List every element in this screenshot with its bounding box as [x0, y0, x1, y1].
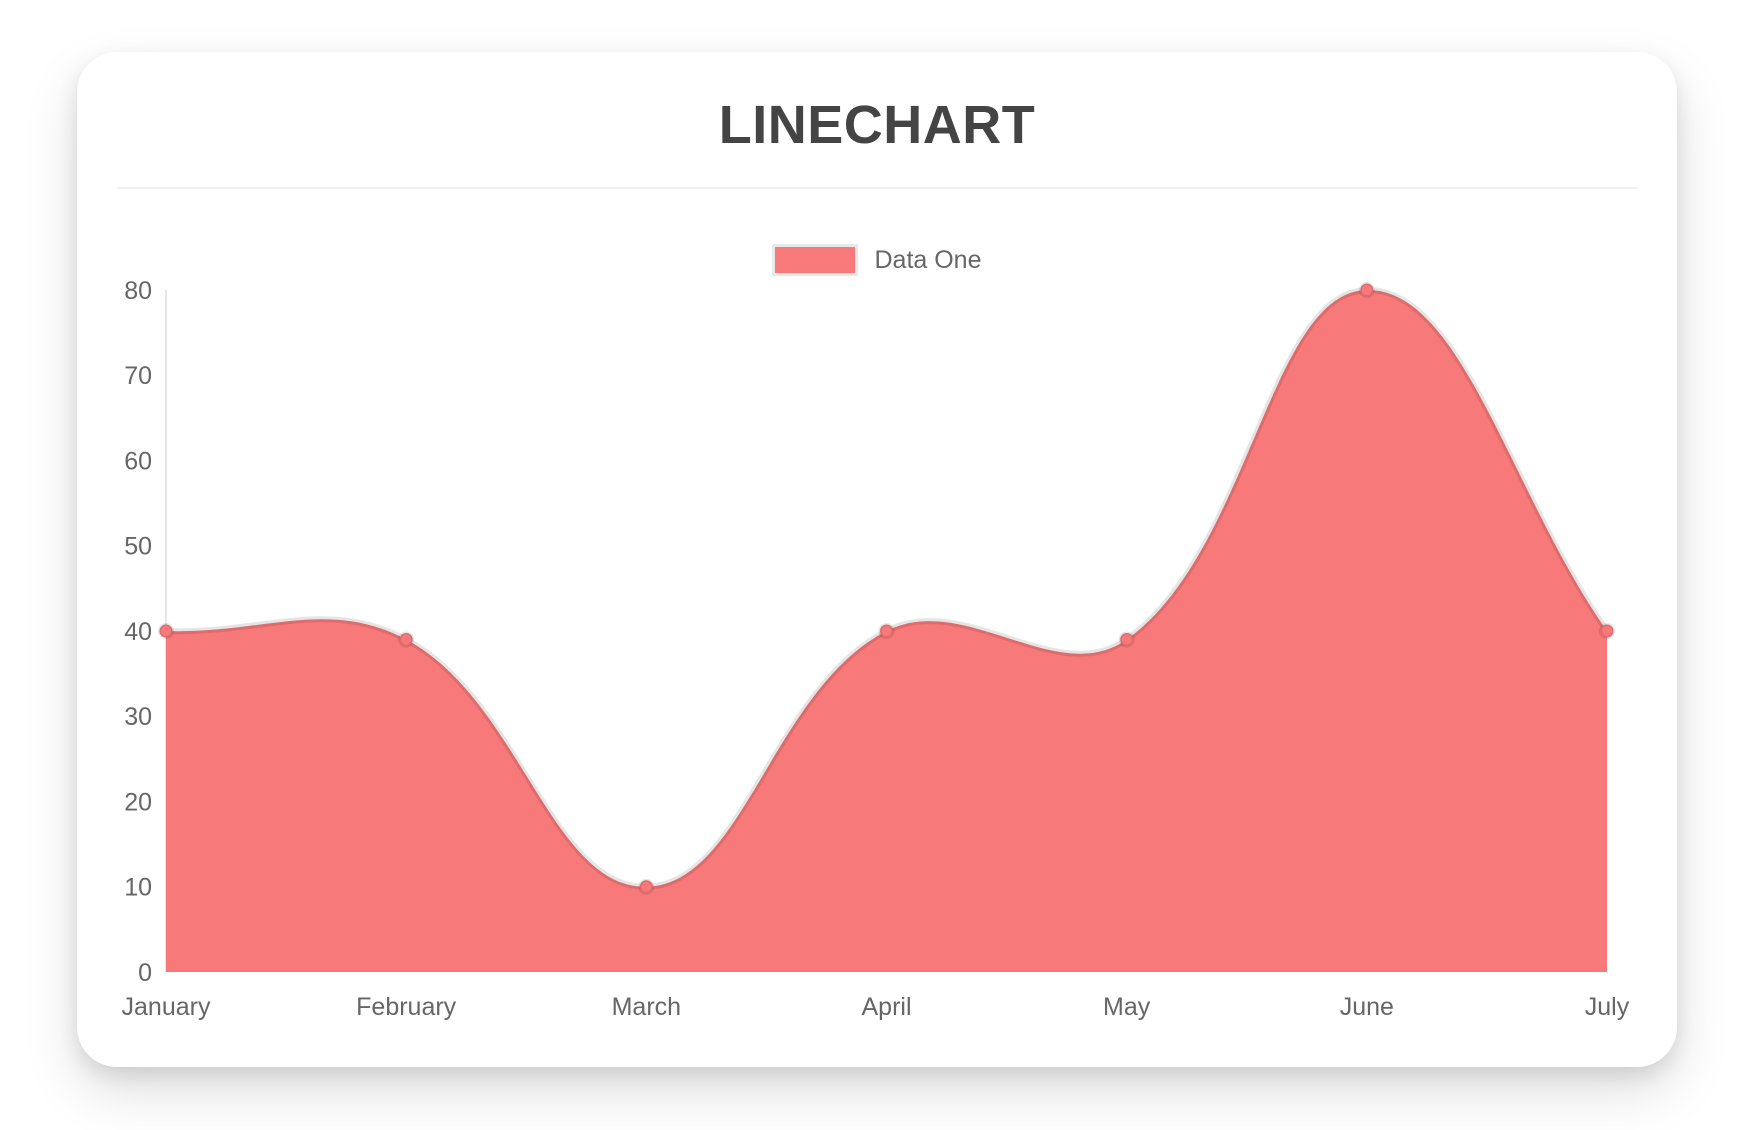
x-axis-label: January: [122, 993, 211, 1021]
legend[interactable]: Data One: [77, 244, 1677, 276]
x-axis-label: March: [612, 993, 681, 1021]
y-tick-label: 20: [124, 788, 152, 816]
data-point[interactable]: [1599, 623, 1615, 639]
x-axis-label: June: [1340, 993, 1394, 1021]
line-path: [163, 286, 1610, 890]
y-tick-label: 50: [124, 533, 152, 561]
title-divider: [117, 187, 1637, 189]
data-point[interactable]: [1358, 282, 1375, 298]
y-tick-label: 60: [124, 447, 152, 475]
y-tick-label: 10: [124, 874, 152, 902]
data-point[interactable]: [158, 623, 174, 639]
chart-card: LINECHART Data One 0 10 20 30 40 50 60 70 80 Janu…: [77, 52, 1677, 1067]
y-tick-label: 70: [124, 362, 152, 390]
x-axis-label: May: [1103, 993, 1151, 1021]
area-fill: [166, 289, 1607, 972]
chart-title: LINECHART: [718, 95, 1036, 155]
x-axis-label: July: [1585, 993, 1630, 1021]
data-point[interactable]: [1118, 631, 1135, 648]
line-chart-canvas[interactable]: 0 10 20 30 40 50 60 70 80 January February March Apr…: [77, 52, 1677, 1067]
y-tick-label: 30: [124, 703, 152, 731]
legend-label: Data One: [874, 245, 982, 274]
x-axis-label: February: [356, 993, 457, 1021]
y-tick-label: 40: [124, 618, 152, 646]
data-point[interactable]: [638, 878, 655, 895]
y-tick-label: 0: [138, 959, 152, 987]
data-point[interactable]: [878, 623, 895, 639]
legend-swatch: [772, 244, 859, 276]
x-axis-label: April: [861, 993, 911, 1021]
data-point[interactable]: [398, 631, 415, 648]
y-tick-label: 80: [124, 277, 152, 305]
